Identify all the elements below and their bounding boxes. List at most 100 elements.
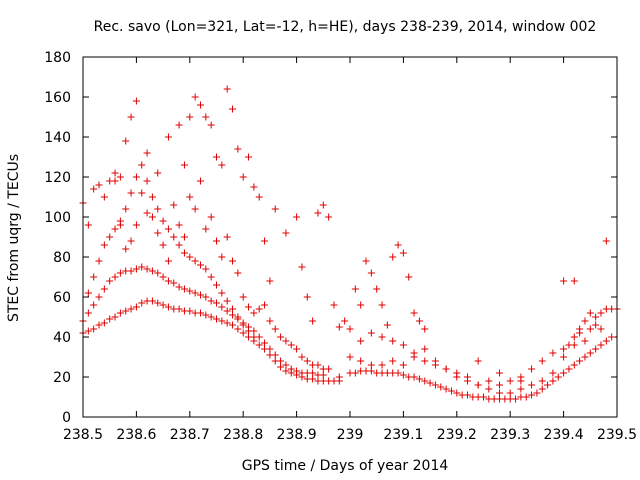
y-tick-label: 180 <box>44 50 71 66</box>
data-point-scatter-misc <box>154 229 162 237</box>
data-point-scatter-misc <box>549 349 557 357</box>
data-point-track-peak <box>303 293 311 301</box>
data-point-track-high <box>127 189 135 197</box>
data-point-track-mid <box>106 277 114 285</box>
data-point-track-low <box>207 313 215 321</box>
x-tick-label: 238.9 <box>277 427 317 443</box>
data-point-track-peak <box>357 301 365 309</box>
data-point-track-peak <box>319 201 327 209</box>
data-point-track-mid <box>271 351 279 359</box>
data-point-scatter-misc <box>116 221 124 229</box>
data-point-track-mid <box>202 293 210 301</box>
data-point-track-peak <box>314 209 322 217</box>
data-point-track-mid <box>229 311 237 319</box>
data-point-track-mid <box>175 283 183 291</box>
data-point-scatter-misc <box>175 221 183 229</box>
data-point-track-mid <box>159 273 167 281</box>
data-point-scatter-misc <box>229 257 237 265</box>
data-point-scatter-misc <box>576 329 584 337</box>
data-point-track-high <box>159 217 167 225</box>
data-point-track-mid <box>116 269 124 277</box>
y-tick-label: 0 <box>62 410 71 426</box>
data-point-track-valley <box>581 353 589 361</box>
data-point-track-mid <box>191 289 199 297</box>
axis-ticks: 238.5 238.6 238.7 238.8 238.9 239 239.1 239.2 23… <box>44 50 637 443</box>
data-point-track-mid <box>154 269 162 277</box>
data-point-scatter-misc <box>581 337 589 345</box>
data-point-track-peak <box>421 325 429 333</box>
data-point-track-peak <box>346 325 354 333</box>
data-point-track-valley <box>442 385 450 393</box>
data-point-track-high <box>239 321 247 329</box>
data-point-track-rise <box>496 389 504 397</box>
data-point-scatter-misc <box>506 377 514 385</box>
x-tick-label: 238.8 <box>223 427 263 443</box>
data-point-track-high <box>154 205 162 213</box>
data-point-scatter-misc <box>261 301 269 309</box>
x-tick-label: 239.4 <box>544 427 584 443</box>
y-tick-label: 20 <box>53 370 71 386</box>
data-point-track-mid <box>196 291 204 299</box>
data-point-track-mid <box>266 345 274 353</box>
data-point-track-peak <box>378 301 386 309</box>
data-point-scatter-misc <box>303 357 311 365</box>
data-point-track-high <box>223 297 231 305</box>
y-tick-label: 140 <box>44 130 71 146</box>
data-point-track-low <box>164 303 172 311</box>
data-point-scatter-misc <box>560 277 568 285</box>
data-point-scatter-misc <box>570 277 578 285</box>
data-point-track-low <box>132 303 140 311</box>
data-point-track-valley <box>335 373 343 381</box>
data-point-track-mid <box>111 273 119 281</box>
data-point-track-high <box>164 225 172 233</box>
data-point-track-mid <box>186 287 194 295</box>
data-point-track-mid <box>223 307 231 315</box>
data-point-track-high <box>148 193 156 201</box>
data-point-scatter-misc <box>266 317 274 325</box>
data-point-track-low <box>116 309 124 317</box>
data-point-scatter-misc <box>287 341 295 349</box>
data-point-scatter-misc <box>127 237 135 245</box>
data-point-track-low <box>218 317 226 325</box>
data-point-track-mid <box>132 265 140 273</box>
data-point-scatter-misc <box>277 333 285 341</box>
data-point-scatter-misc <box>159 241 167 249</box>
data-point-scatter-misc <box>170 201 178 209</box>
x-axis-label: GPS time / Days of year 2014 <box>242 458 449 474</box>
data-point-track-low <box>84 327 92 335</box>
data-point-track-rise <box>528 381 536 389</box>
data-point-scatter-misc <box>474 381 482 389</box>
data-point-track-high <box>213 281 220 289</box>
data-point-track-low <box>90 325 98 333</box>
data-point-track-mid <box>100 285 108 293</box>
data-point-track-peak <box>143 149 151 157</box>
data-point-track-mid <box>164 277 172 285</box>
data-point-scatter-misc <box>517 377 525 385</box>
data-point-scatter-misc <box>592 321 600 329</box>
data-point-scatter-misc <box>346 353 354 361</box>
data-point-track-mid <box>148 267 156 275</box>
data-point-track-mid <box>127 267 135 275</box>
data-point-scatter-misc <box>202 225 210 233</box>
data-point-track-peak <box>186 113 194 121</box>
data-point-scatter-misc <box>245 303 253 311</box>
data-point-track-valley <box>528 391 536 399</box>
data-point-track-rise <box>506 389 514 397</box>
data-point-scatter-misc <box>84 221 92 229</box>
data-point-track-high <box>191 257 199 265</box>
x-tick-label: 239.2 <box>437 427 477 443</box>
data-point-track-valley <box>351 369 359 377</box>
data-point-track-peak <box>298 263 306 271</box>
data-point-track-mid <box>90 301 98 309</box>
x-tick-label: 239 <box>337 427 364 443</box>
data-point-scatter-misc <box>164 257 172 265</box>
x-tick-label: 238.7 <box>170 427 210 443</box>
data-point-track-high <box>138 161 146 169</box>
data-point-track-rise <box>367 361 375 369</box>
data-point-track-valley <box>399 371 407 379</box>
data-point-track-mid <box>309 369 317 377</box>
data-point-scatter-misc <box>138 189 146 197</box>
data-point-track-peak <box>266 277 274 285</box>
data-point-track-low <box>196 309 204 317</box>
